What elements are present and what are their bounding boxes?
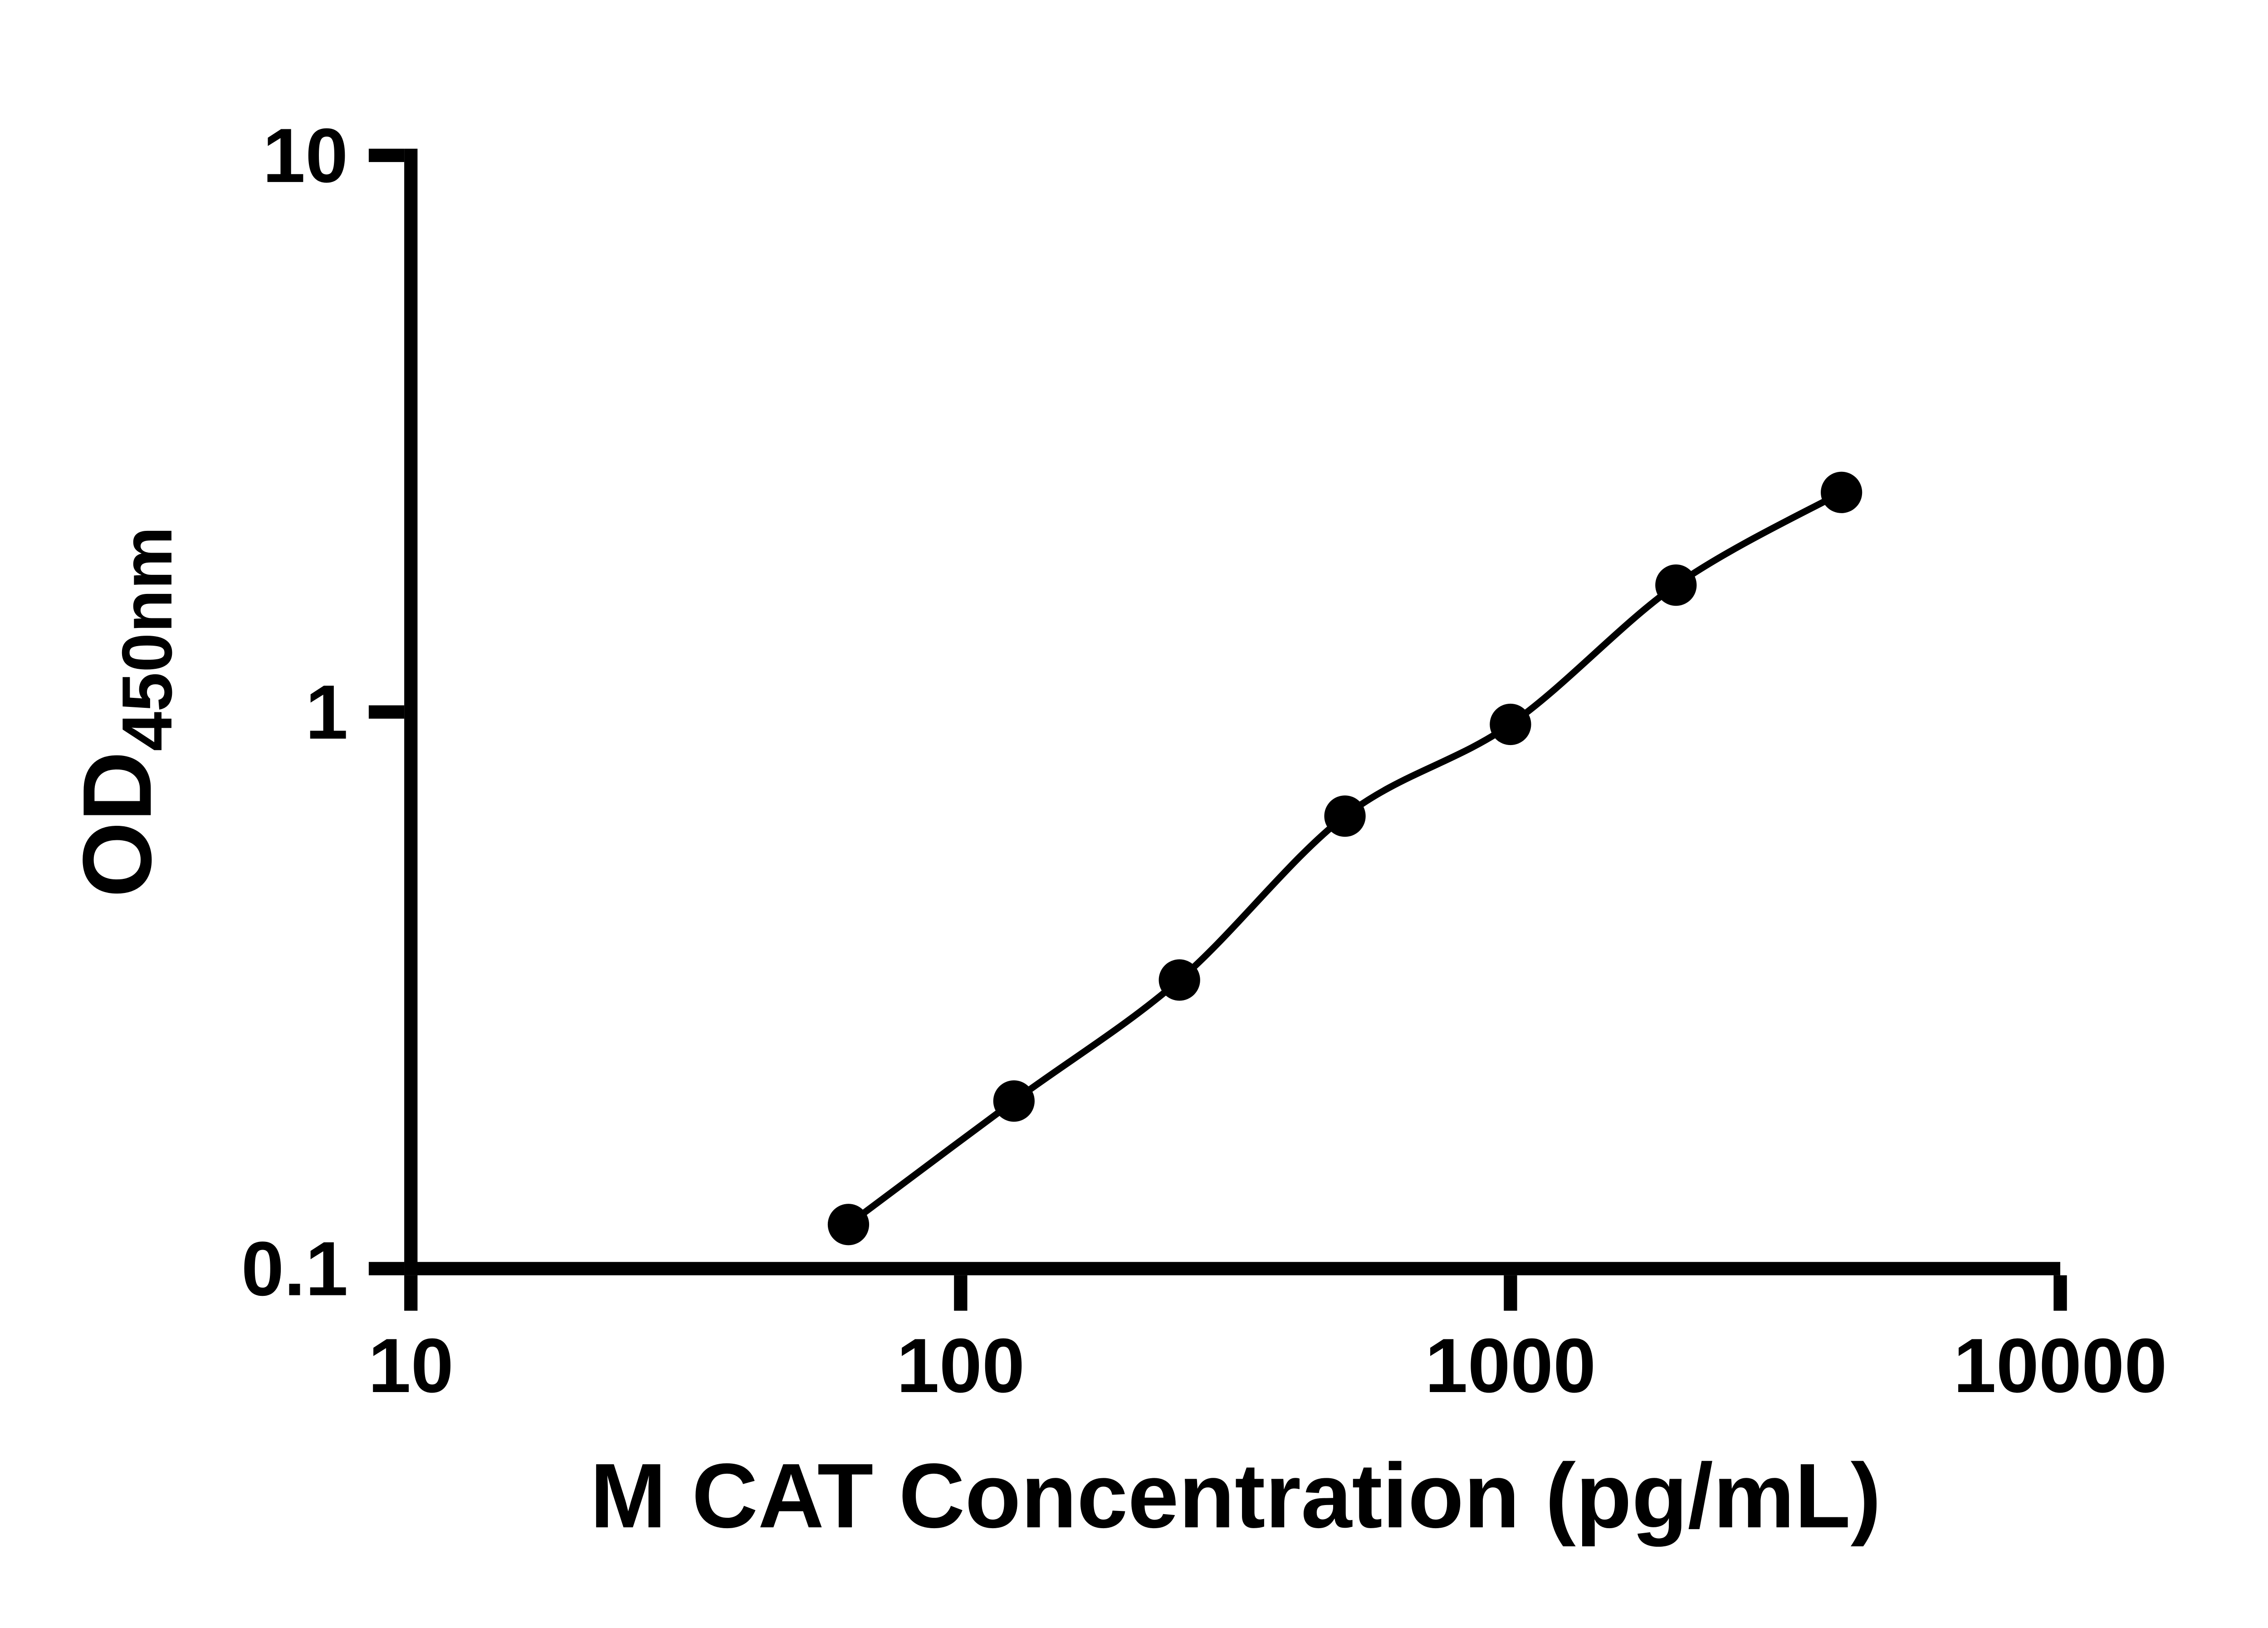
x-axis-tick-label: 100 (897, 1323, 1025, 1408)
fit-curve (846, 489, 1843, 1227)
data-point (1655, 564, 1697, 606)
y-axis-tick-label: 10 (263, 113, 348, 198)
y-axis-tick-label: 1 (305, 669, 348, 755)
y-axis-tick-label: 0.1 (241, 1226, 348, 1312)
x-axis-title: M CAT Concentration (pg/mL) (590, 1444, 1881, 1547)
data-point (993, 1080, 1035, 1122)
x-axis-tick-label: 1000 (1425, 1323, 1596, 1408)
x-axis-tick-label: 10 (368, 1323, 454, 1408)
data-point (1821, 471, 1862, 513)
data-point (827, 1204, 870, 1246)
data-point (1158, 959, 1200, 1001)
data-point (1324, 795, 1366, 837)
x-axis-tick-label: 10000 (1953, 1323, 2167, 1408)
y-axis-title: OD450nm (62, 526, 187, 897)
data-point (1490, 703, 1531, 745)
